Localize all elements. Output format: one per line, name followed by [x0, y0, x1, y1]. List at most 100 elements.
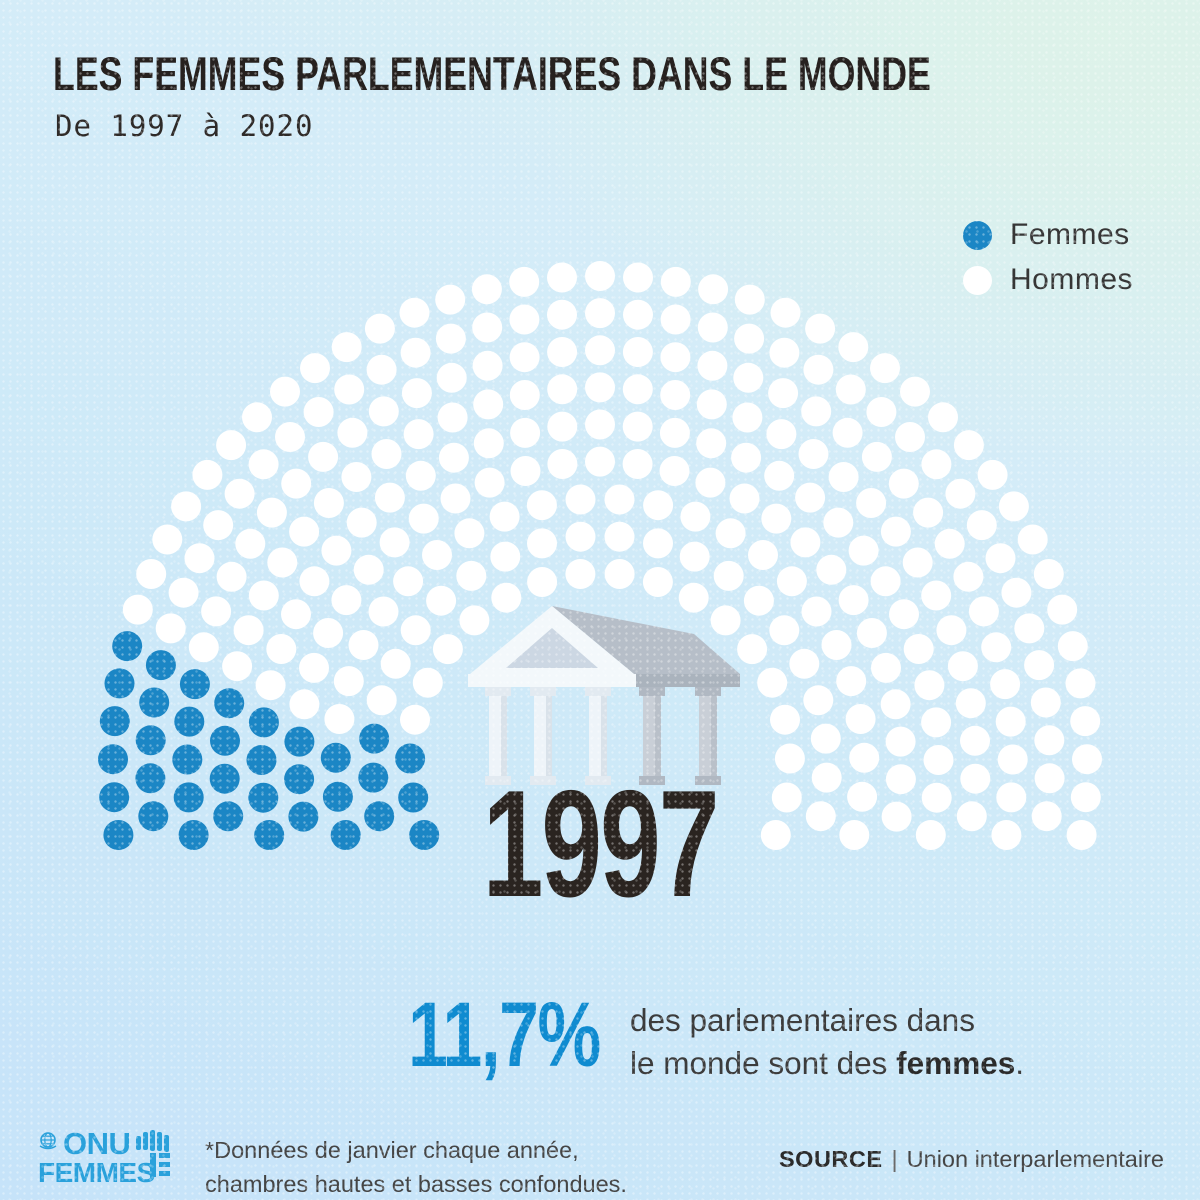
seat-dot-homme [510, 456, 541, 486]
seat-dot-femme [214, 688, 245, 719]
logo-text-femmes: FEMMES [38, 1157, 155, 1188]
seat-dot-femme [320, 742, 351, 773]
seat-dot-homme [585, 298, 615, 329]
seat-dot-homme [472, 312, 503, 343]
seat-dot-homme [695, 467, 726, 498]
seat-dot-homme [1017, 524, 1048, 555]
seat-dot-homme [233, 615, 264, 646]
seat-dot-homme [921, 449, 952, 480]
seat-dot-homme [968, 596, 999, 627]
seat-dot-homme [1030, 687, 1061, 718]
seat-dot-homme [422, 540, 452, 570]
seat-dot-homme [454, 518, 485, 549]
seat-dot-femme [288, 801, 319, 832]
seat-dot-homme [795, 482, 826, 513]
seat-dot-homme [914, 670, 945, 701]
seat-dot-homme [412, 667, 443, 698]
seat-dot-homme [729, 483, 760, 514]
seat-dot-homme [921, 707, 952, 738]
seat-dot-femme [213, 801, 244, 832]
seat-dot-homme [769, 337, 800, 368]
seat-dot-femme [112, 631, 143, 662]
seat-dot-homme [870, 353, 900, 384]
seat-dot-homme [921, 782, 952, 813]
femmes-dot-icon [963, 220, 992, 250]
seat-dot-femme [135, 763, 166, 794]
seats-layer [98, 261, 1102, 850]
seat-dot-homme [1047, 594, 1078, 625]
seat-dot-homme [526, 490, 557, 521]
seat-dot-femme [173, 782, 204, 813]
seat-dot-homme [331, 332, 362, 363]
seat-dot-femme [209, 763, 240, 794]
seat-dot-homme [235, 528, 266, 559]
seat-dot-homme [697, 350, 728, 381]
seat-dot-homme [168, 577, 199, 608]
seat-dot-homme [299, 652, 329, 683]
seat-dot-femme [178, 820, 209, 850]
source-label: SOURCE [779, 1146, 883, 1172]
seat-dot-homme [966, 510, 997, 541]
seat-dot-homme [760, 820, 791, 850]
seat-dot-homme [303, 397, 334, 427]
seat-dot-homme [366, 685, 397, 716]
seat-dot-homme [456, 560, 487, 591]
seat-dot-homme [870, 566, 901, 597]
seat-dot-homme [828, 462, 859, 492]
seat-dot-homme [1014, 613, 1045, 644]
seat-dot-homme [998, 491, 1029, 522]
seat-dot-homme [734, 323, 765, 354]
seat-dot-homme [915, 820, 946, 850]
seat-dot-homme [947, 651, 978, 682]
seat-dot-homme [811, 762, 842, 793]
seat-dot-homme [761, 503, 792, 534]
seat-dot-homme [660, 342, 691, 373]
seat-dot-homme [510, 417, 541, 448]
seat-dot-homme [680, 501, 711, 532]
year-label: 1997 [482, 759, 720, 929]
seat-dot-homme [803, 685, 834, 716]
seat-dot-homme [438, 442, 469, 473]
seat-dot-femme [398, 782, 429, 813]
seat-dot-homme [400, 337, 431, 368]
seat-dot-homme [289, 689, 320, 720]
legend: Femmes Hommes [963, 218, 1133, 308]
seat-dot-homme [990, 669, 1021, 700]
seat-dot-homme [368, 596, 399, 627]
seat-dot-homme [341, 462, 372, 492]
stat-callout: 11,7% des parlementaires dans le monde s… [408, 989, 1024, 1086]
seat-dot-homme [248, 580, 279, 611]
seat-dot-homme [604, 484, 635, 515]
seat-dot-homme [991, 820, 1022, 850]
seat-dot-femme [99, 706, 130, 737]
seat-dot-homme [436, 362, 467, 393]
seat-dot-homme [770, 297, 801, 328]
seat-dot-homme [861, 441, 892, 472]
seat-dot-homme [996, 782, 1027, 813]
seat-dot-homme [737, 634, 768, 665]
seat-dot-homme [1034, 725, 1065, 756]
seat-dot-homme [1031, 801, 1062, 832]
legend-item-femmes: Femmes [963, 218, 1133, 252]
seat-dot-homme [437, 402, 468, 433]
seat-dot-homme [216, 561, 247, 592]
seat-dot-homme [885, 764, 916, 795]
seat-dot-homme [348, 630, 379, 660]
seat-dot-femme [145, 650, 176, 681]
stat-bold-word: femmes [896, 1045, 1016, 1082]
seat-dot-homme [440, 483, 471, 514]
seat-dot-homme [604, 521, 635, 552]
seat-dot-homme [659, 456, 690, 486]
seat-dot-homme [435, 284, 466, 315]
seat-dot-homme [955, 688, 986, 719]
seat-dot-homme [471, 274, 502, 305]
seat-dot-homme [604, 559, 635, 589]
front-columns [485, 687, 611, 785]
seat-dot-homme [171, 491, 202, 522]
seat-dot-homme [660, 380, 691, 410]
seat-dot-homme [547, 262, 577, 293]
seat-dot-homme [300, 353, 330, 384]
seat-dot-homme [491, 582, 522, 613]
seat-dot-homme [805, 801, 836, 832]
seat-dot-homme [400, 615, 431, 646]
